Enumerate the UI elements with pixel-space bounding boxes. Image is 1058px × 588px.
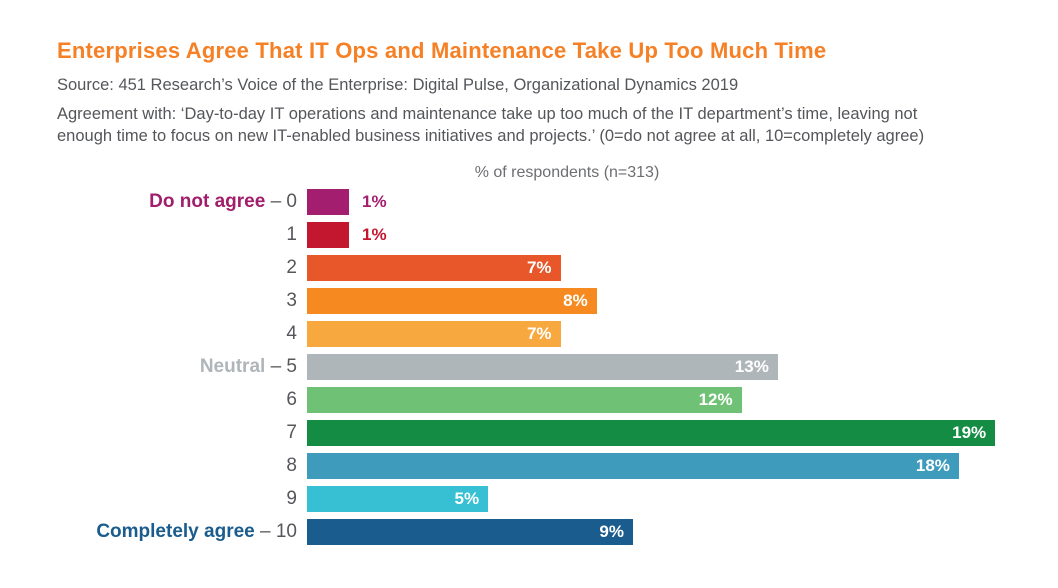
- category-label: 6: [57, 389, 307, 411]
- annotation-dash: –: [265, 190, 287, 212]
- bar-chart: % of respondents (n=313) Do not agree – …: [57, 164, 1000, 545]
- tick-label: 1: [286, 223, 297, 245]
- bar: [307, 221, 349, 248]
- axis-annotation: Completely agree: [96, 520, 255, 542]
- chart-row: 3 8%: [57, 287, 1000, 314]
- tick-label: 3: [286, 289, 297, 311]
- tick-label: 10: [275, 520, 297, 542]
- annotation-dash: –: [254, 520, 276, 542]
- bar-track: 1%: [307, 221, 1000, 248]
- bar-value-label: 7%: [526, 323, 552, 343]
- bar-track: 1%: [307, 188, 1000, 215]
- category-label: Neutral – 5: [57, 356, 307, 378]
- bar-track: 7%: [307, 320, 1000, 347]
- category-label: 2: [57, 257, 307, 279]
- chart-row: Completely agree – 10 9%: [57, 518, 1000, 545]
- category-label: Do not agree – 0: [57, 191, 307, 213]
- chart-row: 2 7%: [57, 254, 1000, 281]
- bar-track: 5%: [307, 485, 1000, 512]
- bar-track: 18%: [307, 452, 1000, 479]
- tick-label: 0: [286, 190, 297, 212]
- source-line: Source: 451 Research’s Voice of the Ente…: [57, 76, 739, 94]
- bar-track: 13%: [307, 353, 1000, 380]
- category-label: 1: [57, 224, 307, 246]
- bar: 8%: [307, 287, 597, 314]
- bar-track: 8%: [307, 287, 1000, 314]
- chart-row: 9 5%: [57, 485, 1000, 512]
- bar-value-label: 12%: [698, 389, 733, 409]
- category-label: 8: [57, 455, 307, 477]
- chart-row: Do not agree – 0 1%: [57, 188, 1000, 215]
- bar-value-label: 13%: [734, 356, 769, 376]
- page-title: Enterprises Agree That IT Ops and Mainte…: [57, 38, 827, 63]
- category-label: 4: [57, 323, 307, 345]
- bar: [307, 188, 349, 215]
- chart-title: % of respondents (n=313): [474, 163, 660, 181]
- bar-track: 7%: [307, 254, 1000, 281]
- axis-annotation: Do not agree: [149, 190, 266, 212]
- tick-label: 7: [286, 421, 297, 443]
- bar: 12%: [307, 386, 742, 413]
- bar: 13%: [307, 353, 778, 380]
- bar-value-label: 5%: [454, 488, 480, 508]
- bar-track: 9%: [307, 518, 1000, 545]
- category-label: 3: [57, 290, 307, 312]
- bar-value-label: 18%: [915, 455, 950, 475]
- tick-label: 6: [286, 388, 297, 410]
- chart-row: Neutral – 5 13%: [57, 353, 1000, 380]
- annotation-dash: –: [265, 355, 287, 377]
- bar-value-label: 19%: [952, 422, 987, 442]
- bar-value-label: 9%: [599, 521, 624, 541]
- bar-value-label: 7%: [526, 257, 552, 277]
- chart-row: 7 19%: [57, 419, 1000, 446]
- survey-question-text: Agreement with: ‘Day-to-day IT operation…: [57, 105, 925, 145]
- chart-rows: Do not agree – 0 1% 1 1% 2 7% 3 8% 4 7% Neutral – …: [57, 188, 1000, 545]
- tick-label: 9: [286, 487, 297, 509]
- bar: 7%: [307, 320, 561, 347]
- category-label: 7: [57, 422, 307, 444]
- bar-track: 19%: [307, 419, 1000, 446]
- bar: 5%: [307, 485, 489, 512]
- bar: 19%: [307, 419, 996, 446]
- tick-label: 5: [286, 355, 297, 377]
- tick-label: 4: [286, 322, 297, 344]
- category-label: 9: [57, 488, 307, 510]
- tick-label: 2: [286, 256, 297, 278]
- axis-annotation: Neutral: [199, 355, 266, 377]
- bar-value-label: 8%: [563, 290, 588, 310]
- bar-value-label: 1%: [362, 224, 387, 244]
- chart-row: 8 18%: [57, 452, 1000, 479]
- bar: 9%: [307, 518, 633, 545]
- chart-row: 1 1%: [57, 221, 1000, 248]
- bar: 18%: [307, 452, 959, 479]
- bar-track: 12%: [307, 386, 1000, 413]
- tick-label: 8: [286, 454, 297, 476]
- chart-row: 6 12%: [57, 386, 1000, 413]
- chart-row: 4 7%: [57, 320, 1000, 347]
- category-label: Completely agree – 10: [57, 521, 307, 543]
- bar-value-label: 1%: [362, 191, 387, 211]
- bar: 7%: [307, 254, 561, 281]
